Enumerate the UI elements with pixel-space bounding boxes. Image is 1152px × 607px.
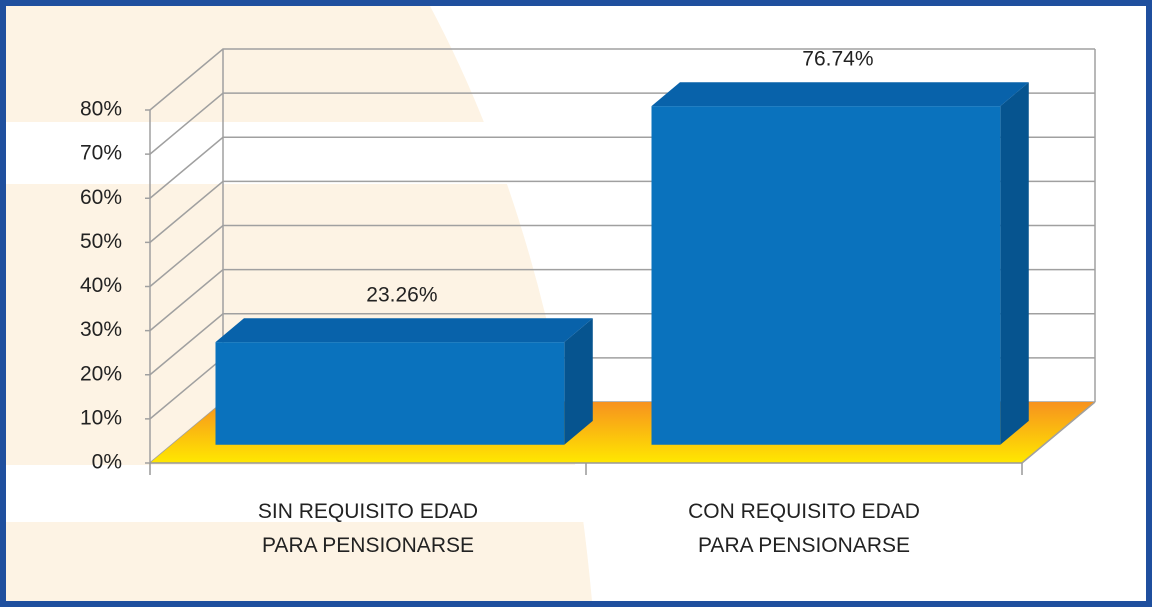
bar-top xyxy=(215,318,593,343)
y-tick-label: 60% xyxy=(80,186,122,209)
bar xyxy=(215,342,565,445)
bar-top xyxy=(651,82,1029,107)
floor-edge xyxy=(1021,401,1096,464)
background-band xyxy=(6,465,606,522)
y-tick-label: 20% xyxy=(80,362,122,385)
bar-side xyxy=(1000,82,1029,445)
y-tick-label: 30% xyxy=(80,318,122,341)
x-tick-label: SIN REQUISITO EDAD PARA PENSIONARSE xyxy=(258,500,478,557)
grid-line xyxy=(149,48,1095,111)
y-tick-label: 70% xyxy=(80,142,122,165)
y-tick-label: 80% xyxy=(80,98,122,121)
bar xyxy=(651,106,1001,445)
y-tick-label: 10% xyxy=(80,406,122,429)
bar-side xyxy=(564,318,593,445)
value-label: 23.26% xyxy=(366,284,437,307)
y-tick-label: 50% xyxy=(80,230,122,253)
value-label: 76.74% xyxy=(802,48,873,71)
y-tick-label: 0% xyxy=(92,451,122,474)
y-tick-label: 40% xyxy=(80,274,122,297)
background-band xyxy=(6,122,606,184)
x-tick-label: CON REQUISITO EDAD PARA PENSIONARSE xyxy=(688,500,920,557)
